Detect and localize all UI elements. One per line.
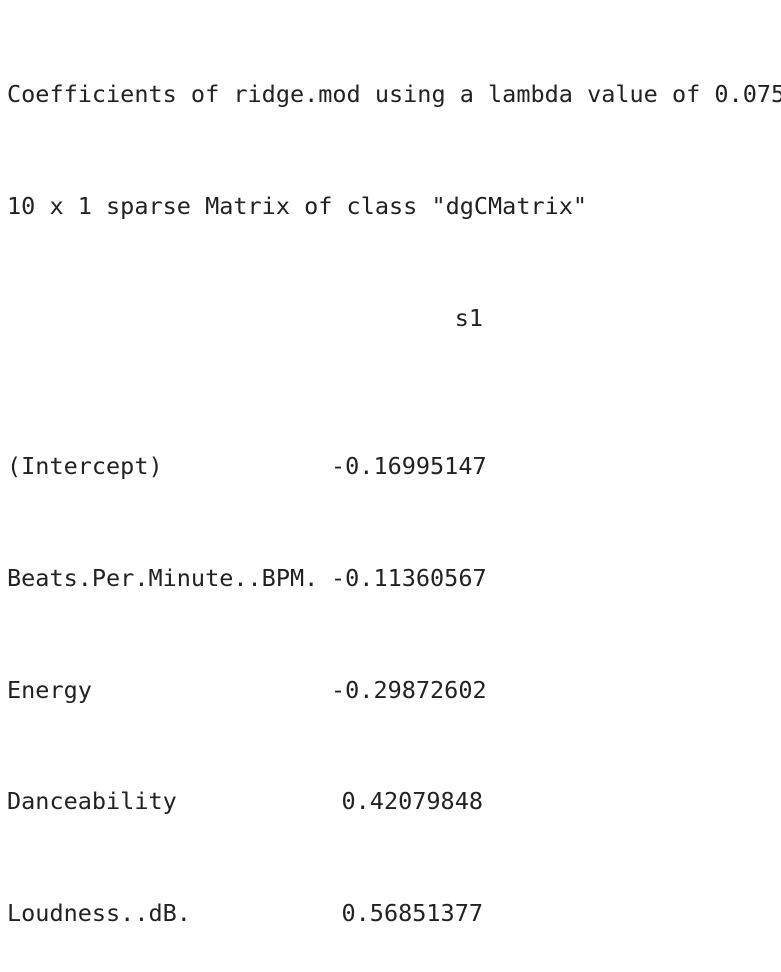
matrix-class-line: 10 x 1 sparse Matrix of class "dgCMatrix… xyxy=(7,192,588,220)
matrix-header-row: s1 xyxy=(7,300,781,337)
coefficient-value: -0.11360567 xyxy=(331,563,487,592)
matrix-row: Energy -0.29872602 xyxy=(7,672,781,709)
console-output: Coefficients of ridge.mod using a lambda… xyxy=(7,2,781,972)
coefficient-value: 0.56851377 xyxy=(341,898,483,927)
coefficient-name: (Intercept) xyxy=(7,452,163,481)
header-spacer xyxy=(7,300,331,337)
coefficient-name: Loudness..dB. xyxy=(7,898,191,927)
matrix-row: Danceability 0.42079848 xyxy=(7,783,781,820)
matrix-row: (Intercept) -0.16995147 xyxy=(7,448,781,485)
coefficient-name: Energy xyxy=(7,675,92,704)
output-title: Coefficients of ridge.mod using a lambda… xyxy=(7,80,781,109)
coefficient-value: 0.42079848 xyxy=(341,787,483,816)
coefficient-name: Danceability xyxy=(7,787,177,816)
column-header: s1 xyxy=(454,303,483,332)
coefficient-name: Beats.Per.Minute..BPM. xyxy=(7,563,319,592)
matrix-row: Loudness..dB. 0.56851377 xyxy=(7,895,781,932)
coefficient-value: -0.16995147 xyxy=(331,452,487,481)
matrix-row: Beats.Per.Minute..BPM. -0.11360567 xyxy=(7,560,781,597)
coefficient-value: -0.29872602 xyxy=(331,675,487,704)
